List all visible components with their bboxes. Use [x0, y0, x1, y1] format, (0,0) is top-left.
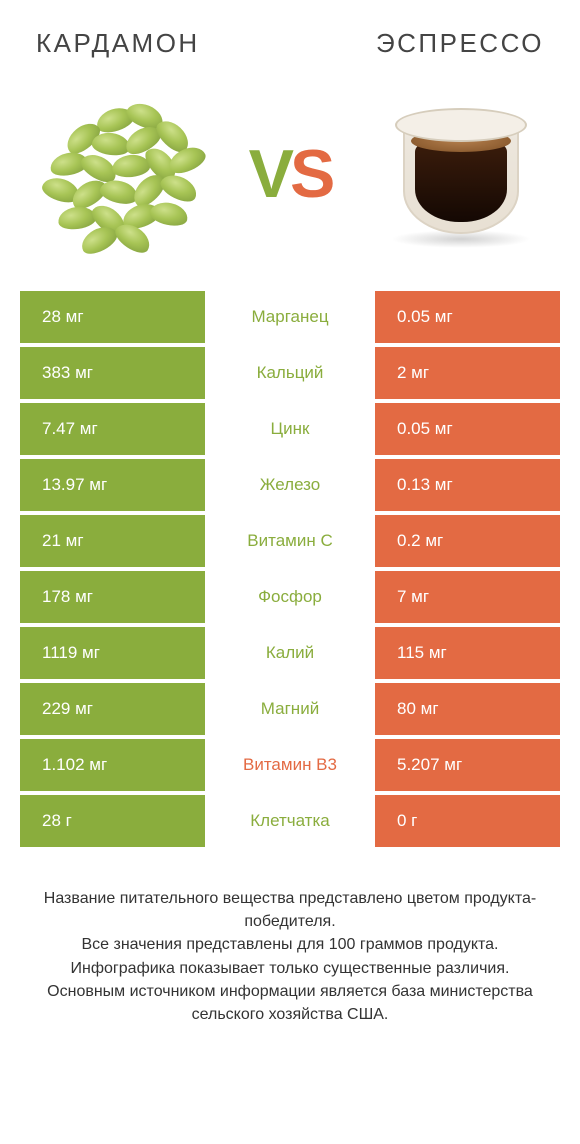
left-product-title: Кардамон [36, 28, 200, 59]
nutrient-label: Фосфор [205, 571, 375, 623]
table-row: 28 мгМарганец0.05 мг [20, 291, 560, 343]
right-value: 0.05 мг [375, 403, 560, 455]
table-row: 28 гКлетчатка0 г [20, 795, 560, 847]
left-value: 28 г [20, 795, 205, 847]
footer-notes: Название питательного вещества представл… [0, 851, 580, 1026]
nutrient-label: Цинк [205, 403, 375, 455]
table-row: 21 мгВитамин C0.2 мг [20, 515, 560, 567]
table-row: 1.102 мгВитамин B35.207 мг [20, 739, 560, 791]
nutrient-table: 28 мгМарганец0.05 мг383 мгКальций2 мг7.4… [0, 291, 580, 851]
footer-line: Инфографика показывает только существенн… [28, 957, 552, 980]
table-row: 13.97 мгЖелезо0.13 мг [20, 459, 560, 511]
table-row: 7.47 мгЦинк0.05 мг [20, 403, 560, 455]
right-value: 2 мг [375, 347, 560, 399]
footer-line: Все значения представлены для 100 граммо… [28, 933, 552, 956]
left-value: 28 мг [20, 291, 205, 343]
nutrient-label: Витамин B3 [205, 739, 375, 791]
vs-v: V [249, 136, 290, 212]
left-value: 1.102 мг [20, 739, 205, 791]
vs-s: S [290, 136, 331, 212]
table-row: 178 мгФосфор7 мг [20, 571, 560, 623]
nutrient-label: Калий [205, 627, 375, 679]
right-value: 7 мг [375, 571, 560, 623]
right-product-title: Эспрессо [376, 28, 544, 59]
right-value: 0 г [375, 795, 560, 847]
table-row: 1119 мгКалий115 мг [20, 627, 560, 679]
right-value: 115 мг [375, 627, 560, 679]
table-row: 229 мгМагний80 мг [20, 683, 560, 735]
table-row: 383 мгКальций2 мг [20, 347, 560, 399]
footer-line: Название питательного вещества представл… [28, 887, 552, 933]
cardamom-image [24, 89, 214, 259]
left-value: 1119 мг [20, 627, 205, 679]
left-value: 13.97 мг [20, 459, 205, 511]
nutrient-label: Железо [205, 459, 375, 511]
left-value: 229 мг [20, 683, 205, 735]
header: Кардамон Эспрессо [0, 0, 580, 81]
footer-line: Основным источником информации является … [28, 980, 552, 1026]
product-images-row: VS [0, 81, 580, 291]
espresso-image [366, 89, 556, 259]
nutrient-label: Витамин C [205, 515, 375, 567]
right-value: 0.13 мг [375, 459, 560, 511]
right-value: 0.2 мг [375, 515, 560, 567]
nutrient-label: Марганец [205, 291, 375, 343]
right-value: 80 мг [375, 683, 560, 735]
left-value: 21 мг [20, 515, 205, 567]
right-value: 0.05 мг [375, 291, 560, 343]
left-value: 178 мг [20, 571, 205, 623]
right-value: 5.207 мг [375, 739, 560, 791]
nutrient-label: Клетчатка [205, 795, 375, 847]
nutrient-label: Кальций [205, 347, 375, 399]
nutrient-label: Магний [205, 683, 375, 735]
left-value: 383 мг [20, 347, 205, 399]
vs-label: VS [249, 135, 332, 213]
left-value: 7.47 мг [20, 403, 205, 455]
